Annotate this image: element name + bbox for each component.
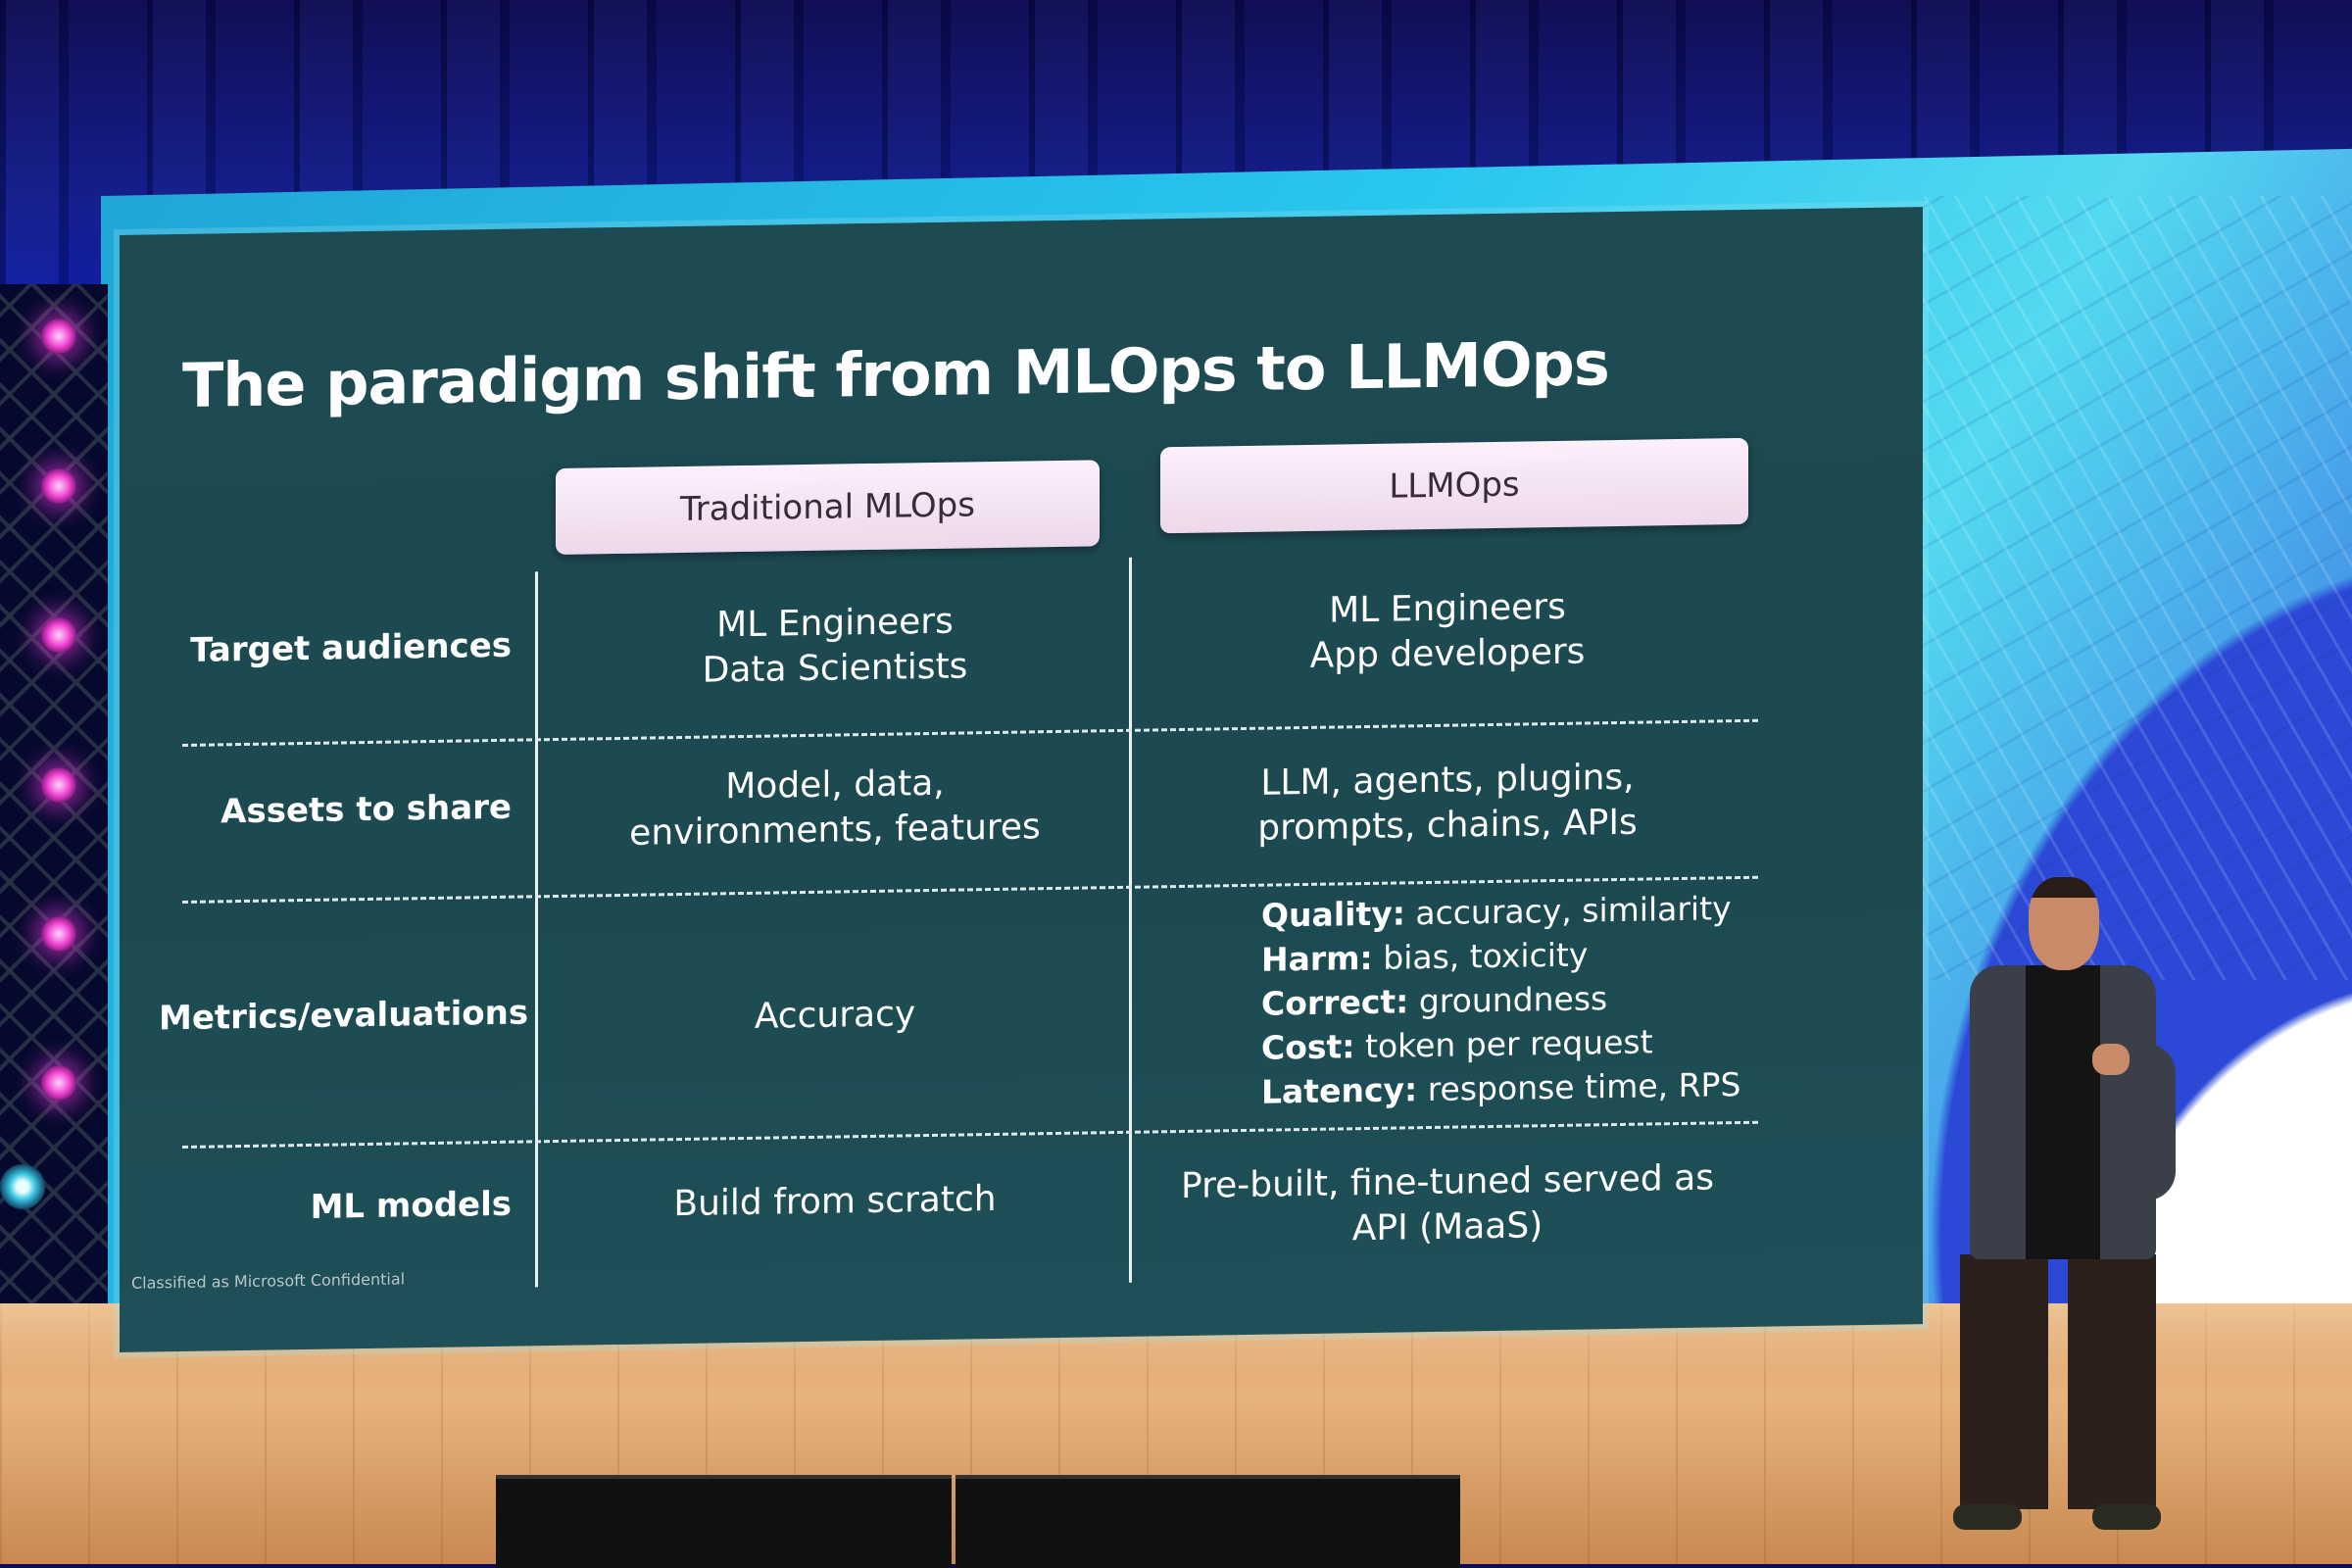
metric-value: bias, toxicity — [1383, 935, 1589, 977]
row-label-metrics: Metrics/evaluations — [159, 993, 529, 1039]
column-header-mlops: Traditional MLOps — [556, 460, 1100, 556]
cell-line: Accuracy — [754, 994, 916, 1037]
row-label-ml-models: ML models — [310, 1184, 512, 1227]
stage-light-icon — [41, 468, 76, 504]
cell-line: App developers — [1309, 631, 1586, 676]
cell-line: Data Scientists — [702, 646, 968, 691]
column-divider — [535, 571, 538, 1288]
column-header-llmops: LLMOps — [1160, 437, 1748, 534]
speaker-hand — [2092, 1044, 2130, 1075]
stage-light-icon — [41, 1065, 76, 1101]
row-divider — [182, 718, 1758, 747]
cell-mlops-assets: Model, data, environments, features — [541, 759, 1129, 858]
row-label-target-audiences: Target audiences — [190, 625, 512, 670]
cell-line: Build from scratch — [673, 1178, 997, 1225]
speaker-legs — [1960, 1254, 2156, 1509]
stage-light-icon — [41, 318, 76, 354]
metric-name: Latency: — [1261, 1070, 1418, 1111]
row-divider — [182, 1120, 1758, 1149]
cell-line: prompts, chains, APIs — [1257, 802, 1638, 849]
confidential-footer: Classified as Microsoft Confidential — [131, 1269, 406, 1293]
metric-name: Cost: — [1261, 1027, 1355, 1067]
cell-mlops-audiences: ML Engineers Data Scientists — [541, 597, 1129, 696]
stage-light-icon — [41, 617, 76, 653]
metric-value: token per request — [1365, 1022, 1653, 1066]
metric-item: Correct: groundness — [1261, 974, 1740, 1026]
slide-title: The paradigm shift from MLOps to LLMOps — [182, 327, 1609, 421]
metric-value: response time, RPS — [1427, 1065, 1741, 1109]
speaker-head — [2029, 877, 2099, 970]
metric-item: Quality: accuracy, similarity — [1261, 886, 1740, 938]
metric-value: accuracy, similarity — [1415, 889, 1732, 933]
speaker-figure — [1945, 877, 2190, 1534]
cell-line: environments, features — [629, 807, 1041, 854]
metric-name: Quality: — [1261, 894, 1405, 935]
cell-llmops-assets: LLM, agents, plugins, prompts, chains, A… — [1134, 754, 1761, 854]
speaker-shoe — [1953, 1504, 2022, 1530]
metric-name: Harm: — [1261, 938, 1373, 979]
backdrop-pattern — [1921, 196, 2352, 980]
metric-name: Correct: — [1261, 982, 1409, 1023]
stage-light-icon — [41, 767, 76, 803]
cell-mlops-models: Build from scratch — [541, 1175, 1129, 1229]
llmops-metrics-list: Quality: accuracy, similarity Harm: bias… — [1261, 886, 1740, 1114]
stage-monitor — [496, 1475, 952, 1568]
metric-item: Harm: bias, toxicity — [1261, 930, 1740, 982]
row-label-assets: Assets to share — [220, 787, 512, 832]
cell-llmops-models: Pre-built, fine-tuned served as API (Maa… — [1134, 1155, 1761, 1255]
stage-light-icon — [41, 916, 76, 952]
metric-item: Latency: response time, RPS — [1261, 1062, 1740, 1114]
metric-item: Cost: token per request — [1261, 1018, 1740, 1070]
cell-llmops-audiences: ML Engineers App developers — [1134, 582, 1761, 682]
stage-monitor — [956, 1475, 1460, 1568]
speaker-shoe — [2092, 1504, 2161, 1530]
column-divider — [1129, 557, 1132, 1283]
floor-light-icon — [0, 1164, 45, 1209]
cell-mlops-metrics: Accuracy — [541, 989, 1129, 1043]
presentation-slide: The paradigm shift from MLOps to LLMOps … — [120, 207, 1923, 1352]
metric-value: groundness — [1418, 979, 1608, 1021]
